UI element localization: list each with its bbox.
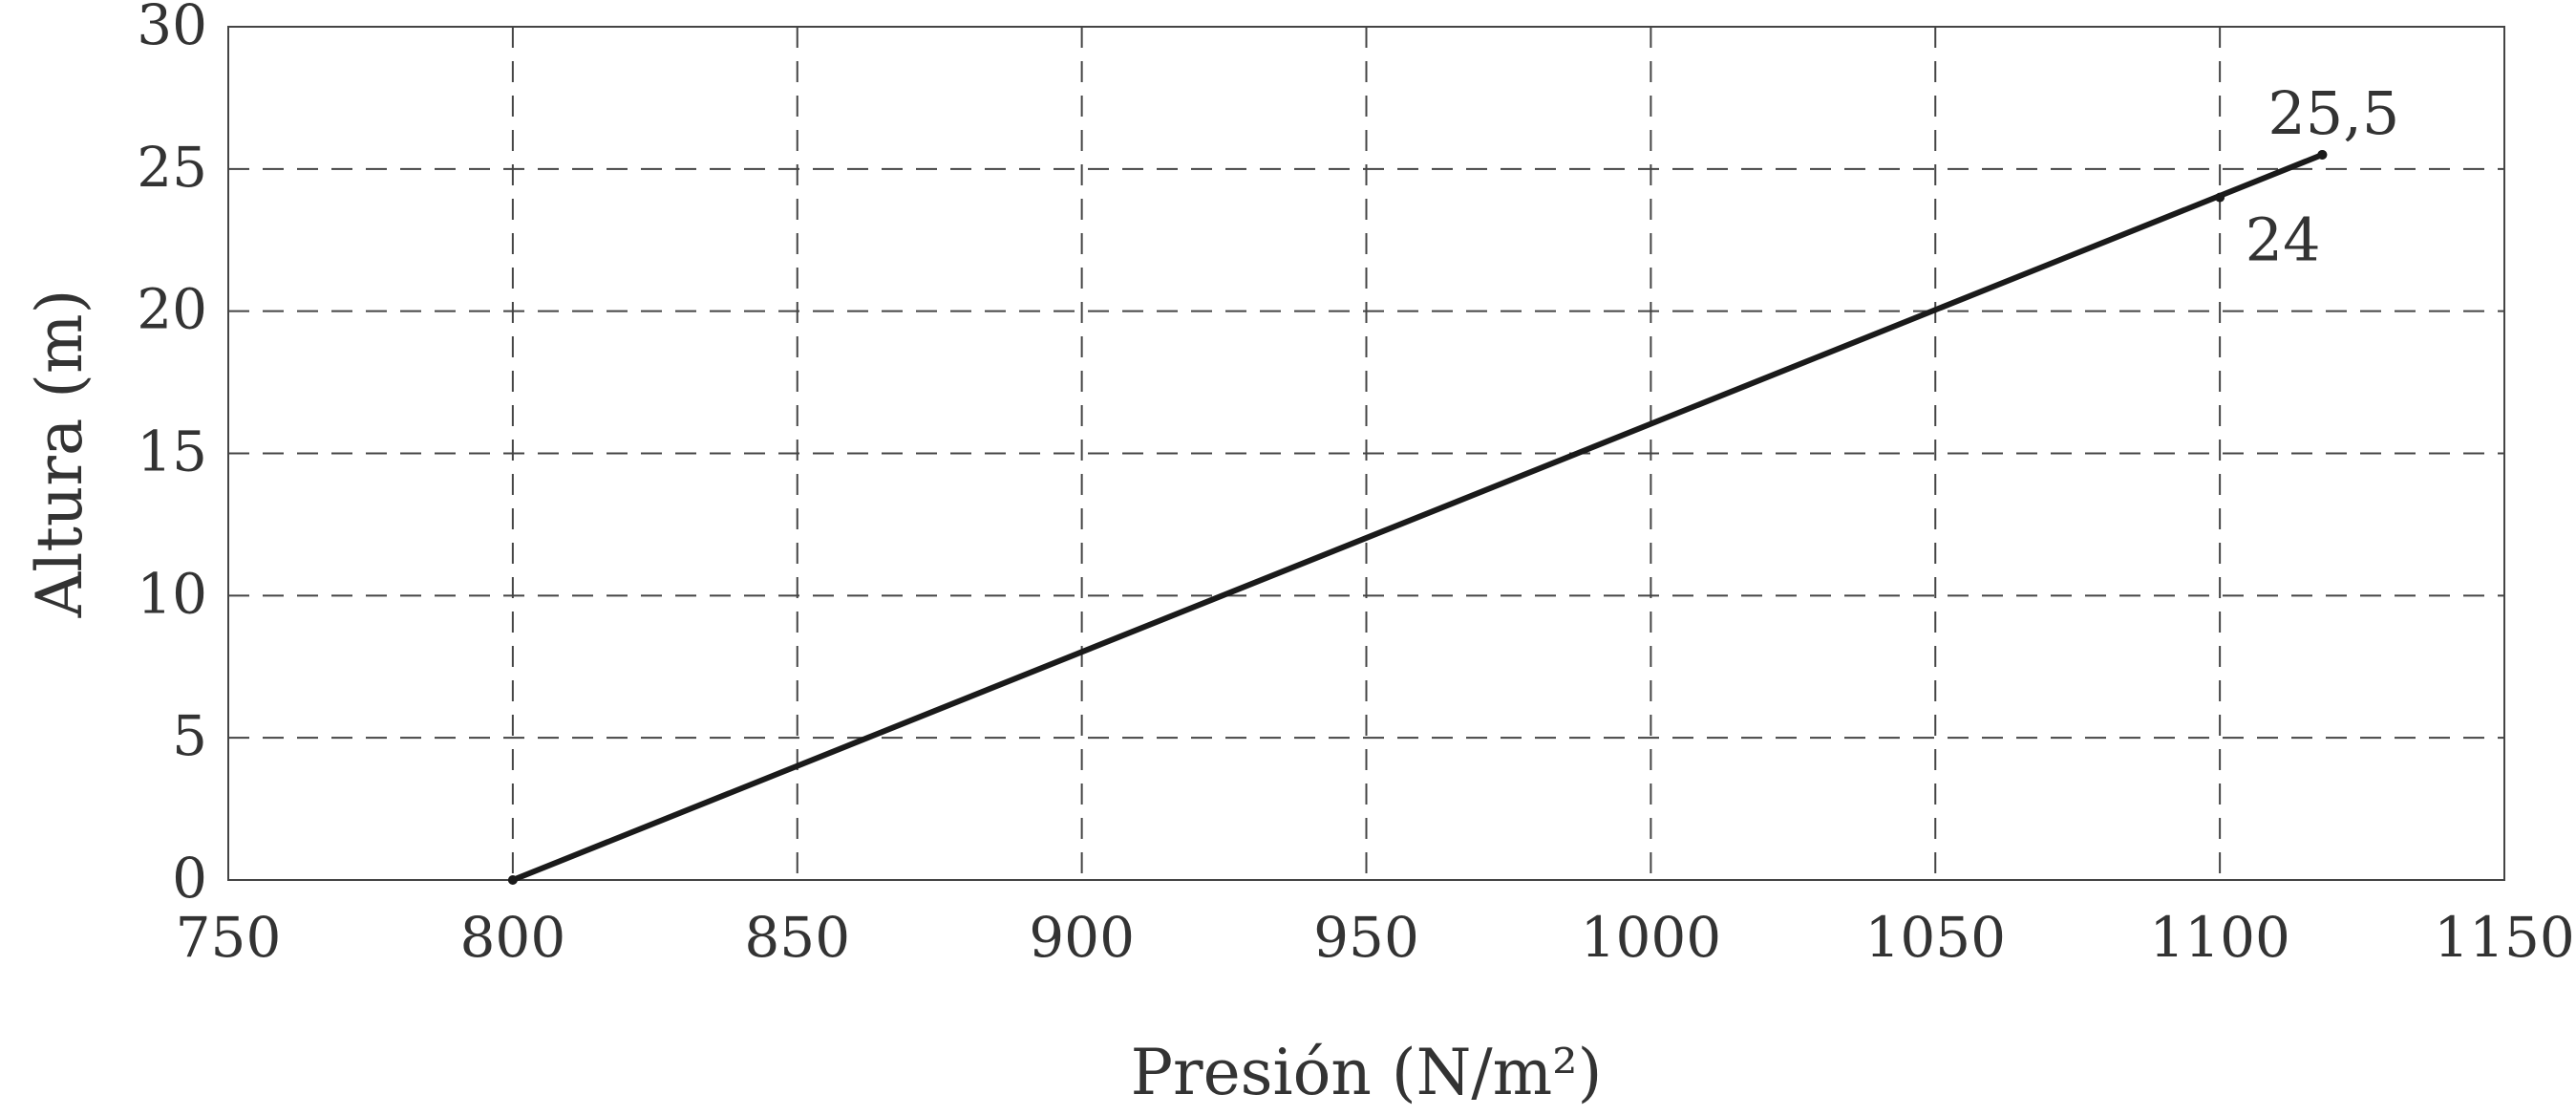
annotation-marker — [2215, 192, 2225, 203]
annotation-marker — [2317, 149, 2328, 160]
annotations: 25,5 24 — [2215, 78, 2399, 275]
y-tick-label: 5 — [172, 703, 207, 768]
x-tick-label: 750 — [176, 905, 282, 970]
x-tick-label: 1000 — [1581, 905, 1722, 970]
grid — [228, 27, 2504, 880]
x-tick-label: 800 — [460, 905, 566, 970]
y-tick-label: 20 — [137, 277, 207, 342]
x-tick-label: 950 — [1313, 905, 1419, 970]
x-tick-label: 1100 — [2149, 905, 2290, 970]
point-value-label: 24 — [2246, 205, 2321, 275]
y-tick-label: 30 — [137, 0, 207, 57]
x-axis-title: Presión (N/m²) — [1131, 1036, 1603, 1109]
y-axis-tick-labels: 0 5 10 15 20 25 30 — [137, 0, 207, 911]
x-tick-label: 850 — [744, 905, 850, 970]
y-tick-label: 10 — [137, 561, 207, 626]
y-axis-title: Altura (m) — [23, 290, 96, 619]
data-point — [507, 875, 518, 885]
point-value-label: 25,5 — [2267, 78, 2399, 148]
plot-frame — [227, 26, 2505, 881]
x-tick-label: 1150 — [2434, 905, 2575, 970]
series-layer — [507, 149, 2328, 885]
y-tick-label: 15 — [137, 419, 207, 484]
y-tick-label: 25 — [137, 135, 207, 200]
x-axis-tick-labels: 750 800 850 900 950 1000 1050 1100 1150 — [176, 905, 2575, 970]
x-tick-label: 900 — [1029, 905, 1135, 970]
x-tick-label: 1050 — [1864, 905, 2006, 970]
y-tick-label: 0 — [172, 846, 207, 911]
series-line — [511, 152, 2324, 883]
